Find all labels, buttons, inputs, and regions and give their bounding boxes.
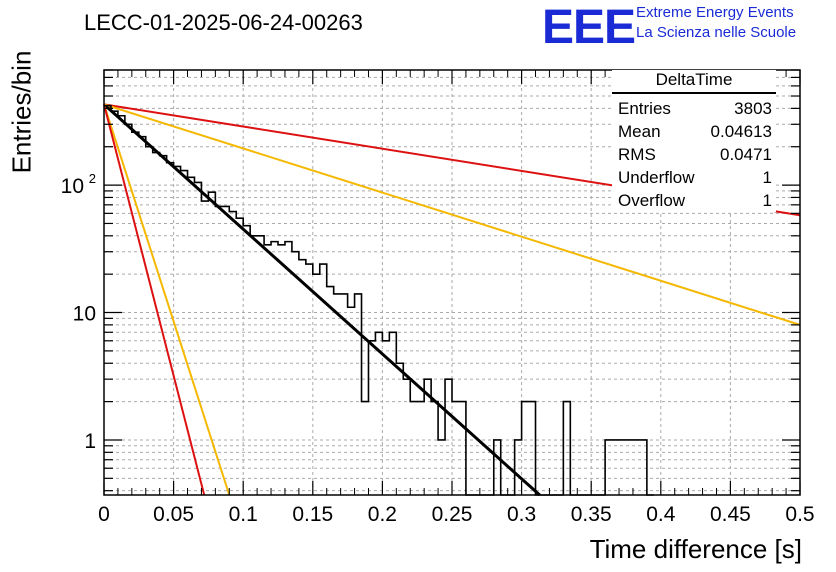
x-axis-label: Time difference [s]: [589, 534, 802, 564]
stats-value: 3803: [734, 99, 772, 118]
stats-label: Overflow: [618, 191, 686, 210]
stats-row-entries: Entries 3803: [612, 97, 776, 120]
stats-row-underflow: Underflow 1: [612, 166, 776, 189]
stats-label: Underflow: [618, 168, 695, 187]
y-tick-label: 10: [61, 175, 84, 198]
x-tick-label: 0.45: [710, 503, 751, 526]
stats-title: DeltaTime: [612, 70, 776, 94]
y-axis-label: Entries/bin: [6, 50, 37, 174]
stats-label: RMS: [618, 145, 656, 164]
x-tick-label: 0: [98, 503, 110, 526]
fit-line: [103, 103, 801, 326]
logo-line-2: La Scienza nelle Scuole: [636, 24, 797, 41]
stats-label: Entries: [618, 99, 671, 118]
stats-row-rms: RMS 0.0471: [612, 143, 776, 166]
x-tick-label: 0.35: [571, 503, 612, 526]
y-tick-label: 10: [73, 303, 96, 326]
eee-logo: EEE: [542, 1, 636, 54]
stats-box: DeltaTime Entries 3803 Mean 0.04613 RMS …: [612, 70, 776, 212]
histogram-step-line: [104, 104, 654, 496]
fit-line: [102, 103, 541, 497]
chart-title: LECC-01-2025-06-24-00263: [84, 10, 363, 35]
x-tick-label: 0.1: [229, 503, 258, 526]
x-tick-label: 0.4: [646, 503, 676, 526]
y-tick-exponent: 2: [89, 171, 96, 186]
y-tick-label: 1: [84, 430, 96, 453]
x-tick-label: 0.25: [432, 503, 473, 526]
x-tick-label: 0.3: [507, 503, 536, 526]
fit-line: [103, 104, 206, 496]
x-tick-label: 0.05: [153, 503, 194, 526]
stats-row-mean: Mean 0.04613: [612, 120, 776, 143]
tick-labels: 0 0.05 0.1 0.15 0.2 0.25 0.3 0.35 0.4 0.45 0.5 1 10 1…: [61, 171, 815, 526]
x-tick-label: 0.15: [292, 503, 333, 526]
axis-ticks: [103, 69, 801, 495]
stats-row-overflow: Overflow 1: [612, 189, 776, 212]
histogram: [104, 104, 654, 496]
stats-value: 1: [762, 168, 772, 187]
x-tick-label: 0.2: [368, 503, 397, 526]
stats-value: 0.04613: [710, 122, 772, 141]
x-tick-label: 0.5: [785, 503, 814, 526]
stats-label: Mean: [618, 122, 661, 141]
logo-line-1: Extreme Energy Events: [636, 4, 794, 21]
fit-line: [103, 104, 231, 496]
stats-value: 0.0471: [720, 145, 772, 164]
stats-value: 1: [762, 191, 772, 210]
